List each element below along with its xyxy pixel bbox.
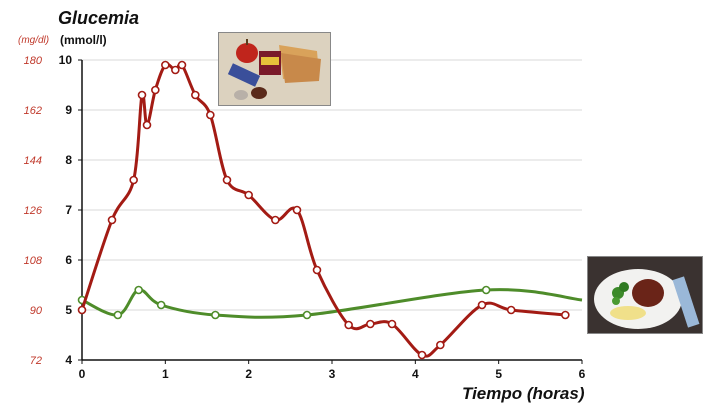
data-point	[206, 110, 215, 120]
x-tick-labels: 0 1 2 3 4 5 6	[79, 367, 586, 381]
series-red	[77, 60, 570, 360]
dinner-food-photo	[587, 256, 703, 334]
y-tick-label: 5	[65, 303, 72, 317]
breakfast-illustration	[219, 33, 330, 105]
dinner-illustration	[588, 257, 702, 333]
y-tick-label-secondary: 72	[30, 355, 42, 367]
data-point	[129, 175, 138, 185]
y-tick-label-secondary: 162	[24, 105, 42, 117]
data-point	[77, 305, 87, 315]
y-tick-label: 10	[59, 53, 73, 67]
y-axis-label-secondary: (mg/dl)	[18, 35, 50, 46]
grid-lines	[82, 59, 582, 311]
x-tick-label: 6	[579, 367, 586, 381]
data-point	[417, 350, 427, 360]
x-tick-label: 0	[79, 367, 86, 381]
data-point	[171, 65, 180, 75]
y-tick-label-secondary: 90	[30, 305, 43, 317]
data-point	[137, 90, 147, 100]
data-point	[177, 60, 187, 70]
data-point	[561, 310, 570, 320]
data-point	[134, 285, 143, 295]
data-point	[191, 90, 200, 100]
y-tick-label-secondary: 144	[24, 155, 42, 167]
y-tick-label-secondary: 126	[24, 205, 43, 217]
data-point	[222, 175, 232, 185]
data-point	[344, 320, 353, 330]
data-point	[113, 310, 123, 320]
series-green	[77, 285, 583, 320]
data-point	[366, 319, 375, 329]
data-point	[302, 310, 312, 320]
x-tick-label: 2	[245, 367, 252, 381]
x-tick-label: 4	[412, 367, 419, 381]
x-axis-label: Tiempo (horas)	[462, 384, 585, 403]
data-point	[312, 265, 322, 275]
data-point	[151, 85, 160, 95]
x-tick-label: 3	[329, 367, 336, 381]
data-point	[271, 215, 280, 225]
y-tick-labels-secondary: 72 90 108 126 144 162 180	[24, 55, 43, 367]
breakfast-food-photo	[218, 32, 331, 106]
data-point	[156, 300, 166, 310]
data-point	[161, 60, 170, 70]
data-point	[107, 215, 117, 225]
data-point	[481, 285, 491, 295]
y-tick-label: 6	[65, 253, 72, 267]
y-axis-label: (mmol/l)	[60, 33, 107, 47]
y-tick-label-secondary: 180	[24, 55, 43, 67]
series-group	[77, 60, 583, 360]
data-point	[387, 319, 397, 329]
data-point	[244, 190, 253, 200]
data-point	[142, 120, 152, 130]
y-tick-label: 9	[65, 103, 72, 117]
data-point	[477, 300, 487, 310]
data-point	[506, 305, 516, 315]
y-tick-label: 8	[65, 153, 72, 167]
data-point	[436, 340, 445, 350]
series-line	[81, 288, 583, 319]
y-tick-labels: 4 5 6 7 8 9 10	[59, 53, 73, 367]
chart-title: Glucemia	[58, 8, 140, 28]
x-tick-label: 1	[162, 367, 169, 381]
y-tick-label: 4	[65, 353, 72, 367]
data-point	[211, 310, 220, 320]
x-tick-label: 5	[495, 367, 502, 381]
data-point	[292, 205, 302, 215]
y-tick-label: 7	[65, 203, 72, 217]
y-tick-label-secondary: 108	[24, 255, 43, 267]
